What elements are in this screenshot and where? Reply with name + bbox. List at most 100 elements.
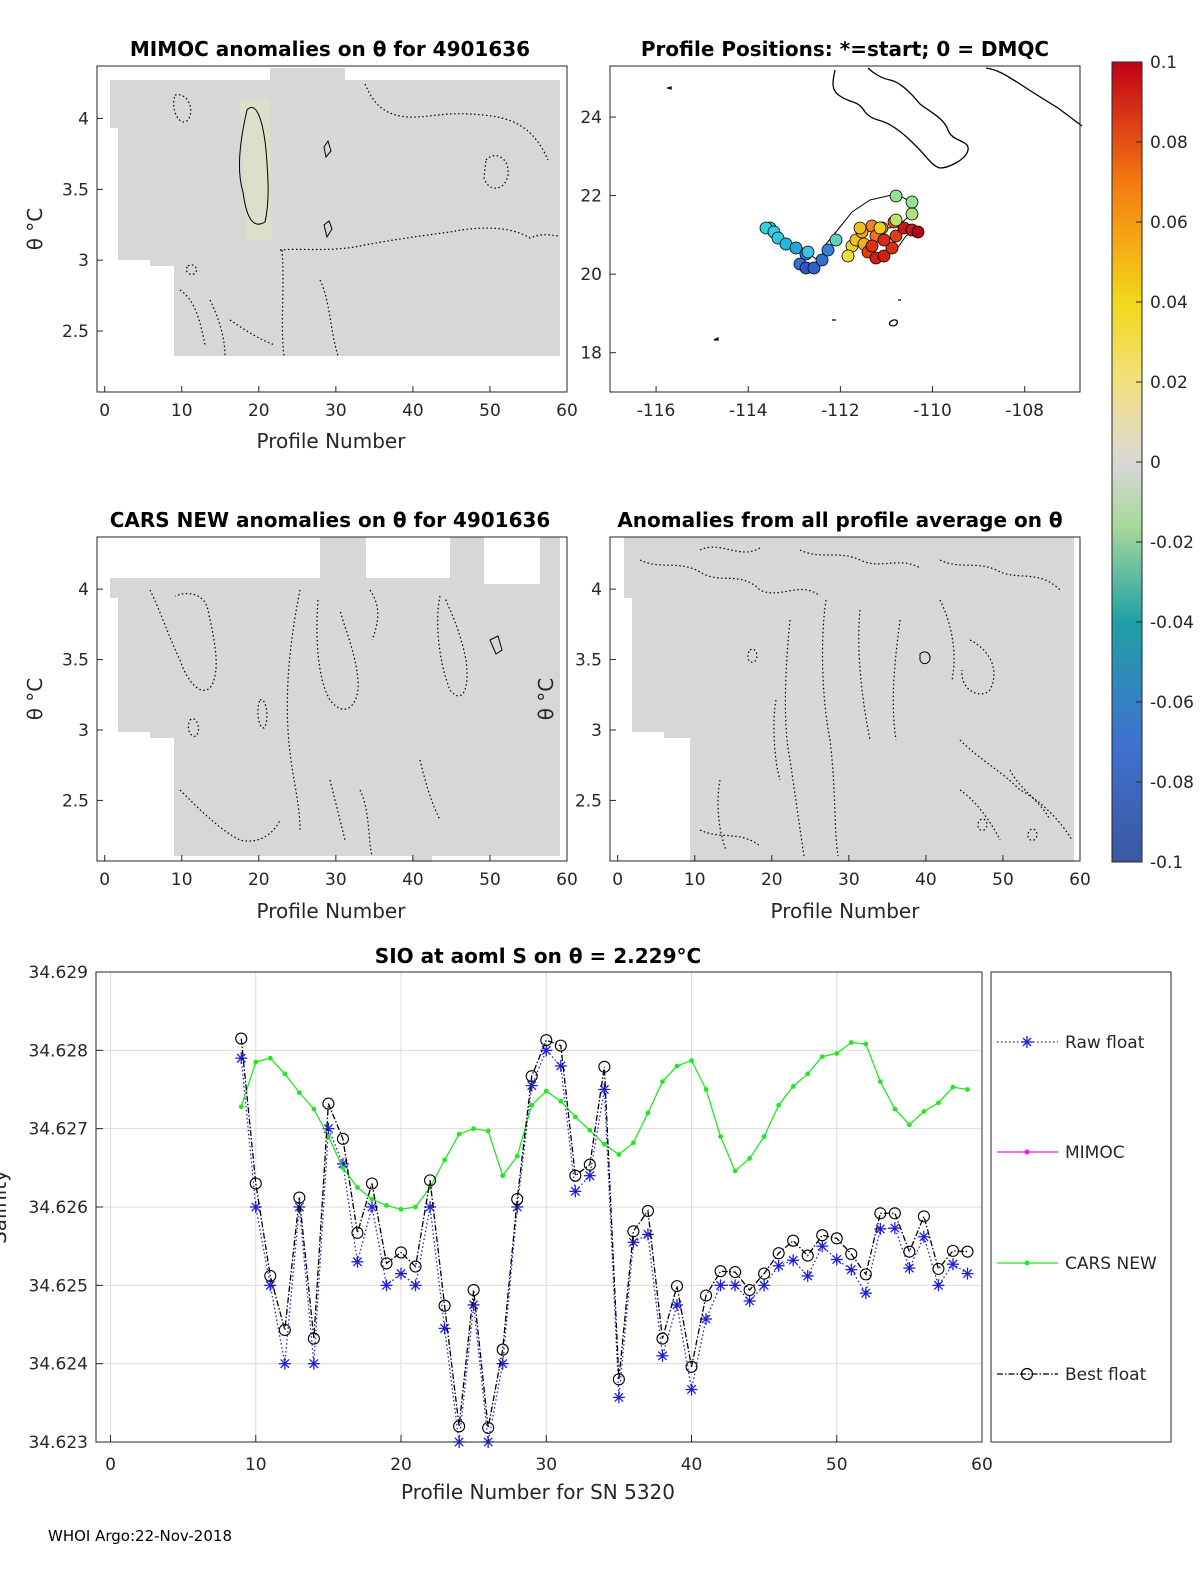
best-float-point: [641, 1204, 654, 1217]
y-tick-label: 24: [580, 108, 602, 128]
mimoc-contour-dotted: [173, 83, 561, 357]
cars-x-label: Profile Number: [257, 899, 407, 923]
cars-new-point: [529, 1102, 535, 1108]
best-float-point: [917, 1210, 930, 1223]
x-tick-label: -110: [913, 401, 952, 421]
colorbar: 0.1 0.08 0.06 0.04 0.02 0 -0.02 -0.04 -0.06 -0.08…: [1111, 53, 1194, 873]
best-float-point: [932, 1262, 945, 1275]
float-position-markers: [759, 189, 925, 275]
x-tick-label: 0: [612, 870, 623, 890]
x-tick-label: 20: [761, 870, 783, 890]
cars-new-point: [761, 1134, 767, 1139]
y-tick-label: 3: [591, 721, 602, 741]
x-tick-label: 40: [402, 401, 424, 421]
cars-new-point: [703, 1087, 709, 1092]
cars-new-point: [514, 1153, 520, 1159]
best-float-point: [801, 1249, 814, 1262]
cars-new-point: [485, 1128, 491, 1134]
colorbar-tick-label: 0: [1150, 453, 1161, 473]
float-position-marker: [889, 189, 903, 203]
y-tick-label: 34.629: [29, 963, 88, 983]
y-tick-label: 4: [78, 109, 89, 129]
x-tick-label: -116: [637, 401, 676, 421]
best-float-point: [772, 1247, 785, 1260]
cars-panel: CARS NEW anomalies on θ for 4901636 0 10 2…: [23, 508, 578, 923]
allprof-title: Anomalies from all profile average on θ: [617, 508, 1062, 532]
cars-new-point: [238, 1104, 244, 1110]
cars-new-point: [267, 1055, 273, 1061]
x-tick-label: 50: [826, 1455, 848, 1475]
raw-float-point: [351, 1255, 364, 1268]
cars-new-point: [558, 1098, 564, 1104]
coastline-islands: [665, 86, 901, 341]
cars-new-point: [965, 1087, 970, 1092]
cars-new-point: [311, 1106, 317, 1112]
x-tick-label: 20: [248, 870, 270, 890]
x-tick-label: 60: [556, 870, 578, 890]
y-tick-label: 34.627: [29, 1120, 88, 1140]
cars-new-point: [892, 1106, 898, 1112]
raw-float-point: [729, 1279, 742, 1292]
mimoc-y-label: θ °C: [23, 208, 47, 251]
best-float-point: [453, 1420, 466, 1433]
best-float-point: [351, 1226, 364, 1239]
x-tick-label: 30: [325, 870, 347, 890]
mimoc-y-ticks: 2.5 3 3.5 4: [62, 109, 103, 342]
best-float-point: [961, 1245, 974, 1258]
best-float-point: [729, 1265, 742, 1279]
raw-float-point: [307, 1357, 320, 1370]
colorbar-tick-label: -0.1: [1150, 853, 1183, 873]
x-tick-label: 50: [479, 401, 501, 421]
raw-float-point: [496, 1357, 509, 1370]
cars-new-point: [921, 1109, 927, 1114]
colorbar-tick-label: -0.08: [1150, 773, 1194, 793]
x-tick-label: 50: [479, 870, 501, 890]
raw-float-point: [467, 1298, 480, 1311]
cars-new-point: [631, 1140, 636, 1146]
float-position-marker: [821, 243, 835, 257]
x-tick-label: 40: [402, 870, 424, 890]
best-float-point: [482, 1421, 495, 1434]
raw-float-point: [845, 1263, 858, 1276]
salinity-y-label: Salinity: [0, 1170, 11, 1244]
cars-new-point: [413, 1204, 418, 1210]
legend-entry-cars: CARS NEW: [997, 1254, 1157, 1274]
float-position-marker: [829, 233, 843, 247]
cars-new-point: [471, 1126, 477, 1132]
float-position-marker: [841, 249, 855, 263]
best-float-point: [554, 1039, 567, 1052]
x-tick-label: 60: [556, 401, 578, 421]
positions-y-ticks: 18 20 22 24: [580, 108, 616, 364]
y-tick-label: 34.626: [29, 1198, 88, 1218]
mimoc-x-label: Profile Number: [257, 429, 407, 453]
mimoc-title: MIMOC anomalies on θ for 4901636: [130, 37, 530, 61]
best-float-point: [278, 1323, 291, 1337]
allprof-contour-solid: [919, 651, 931, 665]
raw-float-line: [240, 1049, 968, 1443]
colorbar-tick-label: -0.04: [1150, 613, 1194, 633]
cars-new-point: [819, 1054, 825, 1059]
cars-contour-solid: [489, 635, 503, 655]
x-tick-label: 30: [325, 401, 347, 421]
legend-mimoc-label: MIMOC: [1065, 1143, 1125, 1163]
y-tick-label: 4: [78, 580, 89, 600]
raw-float-point: [830, 1253, 843, 1266]
x-tick-label: 60: [1069, 870, 1091, 890]
raw-float-point: [395, 1267, 408, 1280]
best-float-line: [240, 1038, 968, 1429]
cars-new-point: [906, 1122, 912, 1128]
float-position-marker: [911, 225, 925, 239]
positions-panel: Profile Positions: *=start; 0 = DMQC -11…: [580, 37, 1083, 421]
salinity-x-ticks: 0 10 20 30 40 50 60: [105, 1435, 993, 1475]
allprof-panel: Anomalies from all profile average on θ …: [534, 508, 1091, 923]
positions-title: Profile Positions: *=start; 0 = DMQC: [641, 37, 1049, 61]
float-position-marker: [877, 233, 891, 247]
float-position-marker: [853, 221, 867, 235]
best-float-point: [874, 1207, 887, 1220]
best-float-point: [569, 1169, 582, 1182]
mimoc-contour-solid: [238, 107, 333, 239]
allprof-axes-frame: [609, 536, 1081, 862]
colorbar-tick-label: -0.02: [1150, 533, 1194, 553]
best-float-point: [249, 1177, 262, 1190]
